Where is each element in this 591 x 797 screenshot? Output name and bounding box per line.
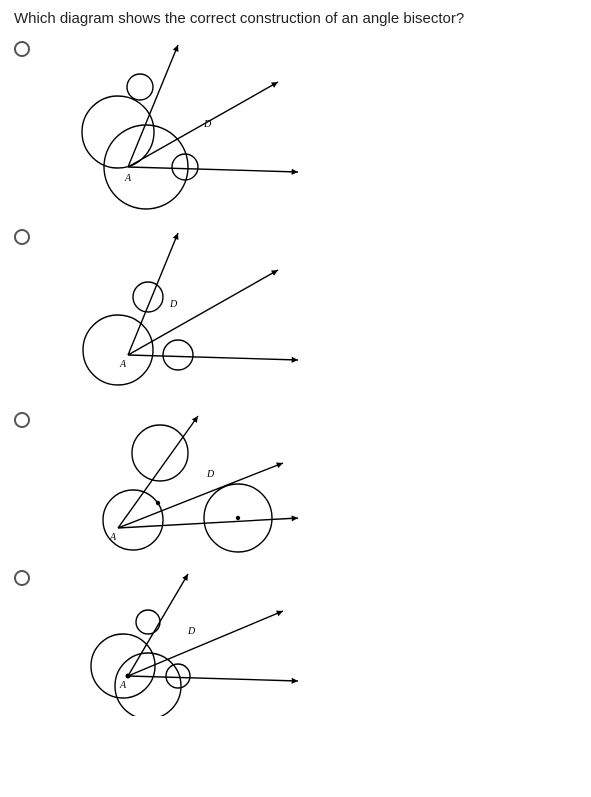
question-text: Which diagram shows the correct construc… — [14, 10, 577, 27]
radio-option-4[interactable] — [14, 570, 30, 586]
vertex-label: A — [119, 359, 127, 370]
radio-option-1[interactable] — [14, 41, 30, 57]
construction-diagram: AD — [48, 225, 308, 400]
options-list: ADADADAD — [14, 37, 577, 716]
radio-option-2[interactable] — [14, 229, 30, 245]
diagram-wrap: AD — [48, 566, 577, 716]
point-d-label: D — [187, 626, 196, 637]
diagram-wrap: AD — [48, 408, 577, 558]
option-row: AD — [14, 566, 577, 716]
point-d-label: D — [206, 469, 215, 480]
construction-diagram: AD — [48, 408, 308, 558]
construction-diagram: AD — [48, 37, 308, 217]
point-d-label: D — [169, 299, 178, 310]
radio-option-3[interactable] — [14, 412, 30, 428]
option-row: AD — [14, 37, 577, 217]
diagram-wrap: AD — [48, 225, 577, 400]
vertex-label: A — [124, 173, 132, 184]
option-row: AD — [14, 225, 577, 400]
diagram-wrap: AD — [48, 37, 577, 217]
vertex-label: A — [109, 532, 117, 543]
vertex-label: A — [119, 680, 127, 691]
construction-diagram: AD — [48, 566, 308, 716]
option-row: AD — [14, 408, 577, 558]
point-d-label: D — [203, 119, 212, 130]
